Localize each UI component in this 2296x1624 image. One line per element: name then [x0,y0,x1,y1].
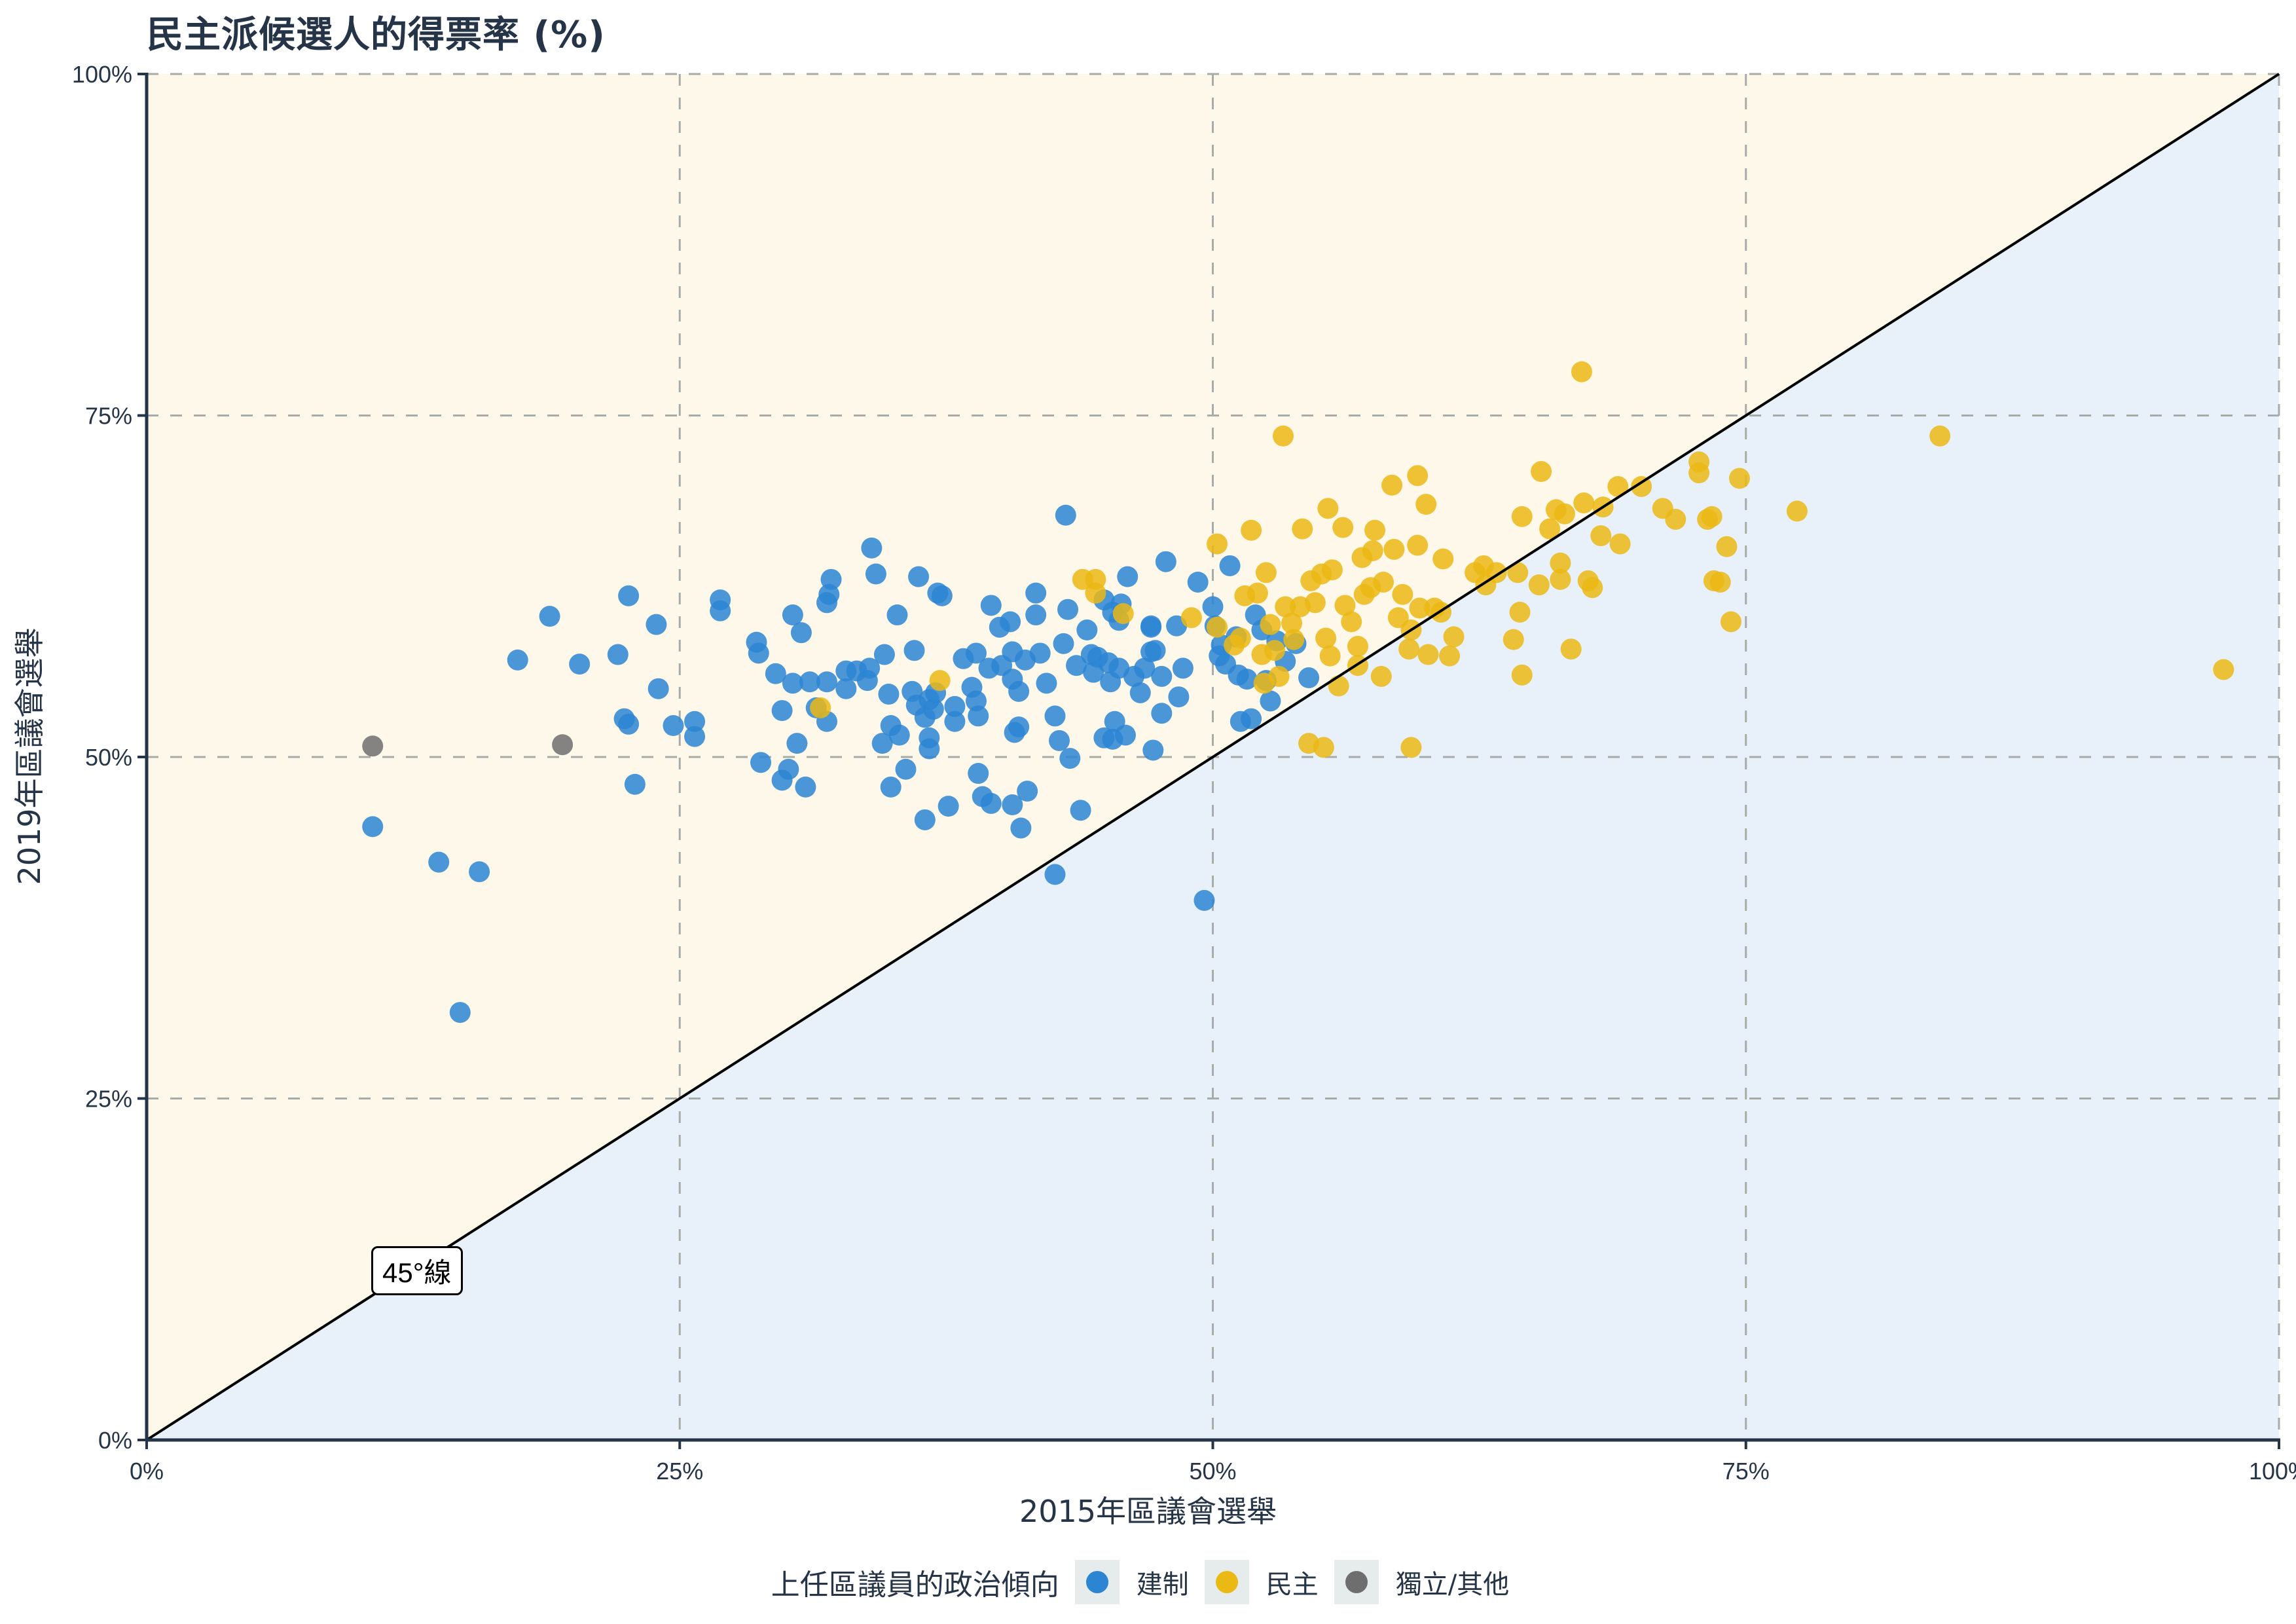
gray-dot-icon [1345,1571,1368,1593]
blue-dot-icon [1085,1571,1108,1593]
svg-text:75%: 75% [1722,1458,1770,1485]
svg-text:25%: 25% [656,1458,703,1485]
legend-label: 獨立/其他 [1395,1570,1510,1600]
legend-key [1074,1560,1120,1604]
legend-item-pro-establishment[interactable]: 建制 [1074,1560,1189,1604]
svg-text:0%: 0% [130,1458,164,1485]
legend-key [1204,1560,1249,1604]
svg-text:75%: 75% [85,403,132,430]
svg-text:100%: 100% [2249,1458,2296,1485]
legend-label: 民主 [1266,1570,1319,1600]
yellow-dot-icon [1215,1571,1238,1593]
chart-title: 民主派候選人的得票率 (%) [147,14,606,56]
data-points [362,361,2234,1024]
svg-text:50%: 50% [85,744,132,771]
diagonal-45-line [145,73,2280,1441]
legend-title: 上任區議員的政治傾向 [771,1568,1059,1602]
svg-text:25%: 25% [85,1086,132,1113]
legend-label: 建制 [1136,1570,1189,1600]
45-degree-line-label: 45°線 [371,1246,463,1295]
x-axis-title: 2015年區議會選舉 [1019,1494,1277,1529]
legend-item-independent-other[interactable]: 獨立/其他 [1334,1560,1509,1604]
svg-text:0%: 0% [98,1427,132,1454]
legend-key [1334,1560,1379,1604]
legend-item-pro-democracy[interactable]: 民主 [1204,1560,1319,1604]
tick-labels: 0% 25% 50% 75% 100% 0% 25% 50% 75% 100% [72,61,2296,1485]
svg-text:50%: 50% [1189,1458,1236,1485]
svg-text:100%: 100% [72,61,132,88]
y-axis-title: 2019年區議會選舉 [12,627,47,885]
legend: 上任區議員的政治傾向 建制 民主 獨立/其他 [0,1560,2296,1604]
